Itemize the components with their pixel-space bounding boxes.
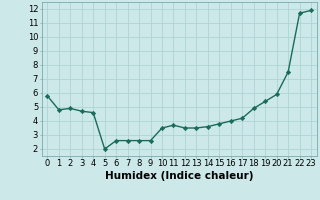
X-axis label: Humidex (Indice chaleur): Humidex (Indice chaleur) bbox=[105, 171, 253, 181]
